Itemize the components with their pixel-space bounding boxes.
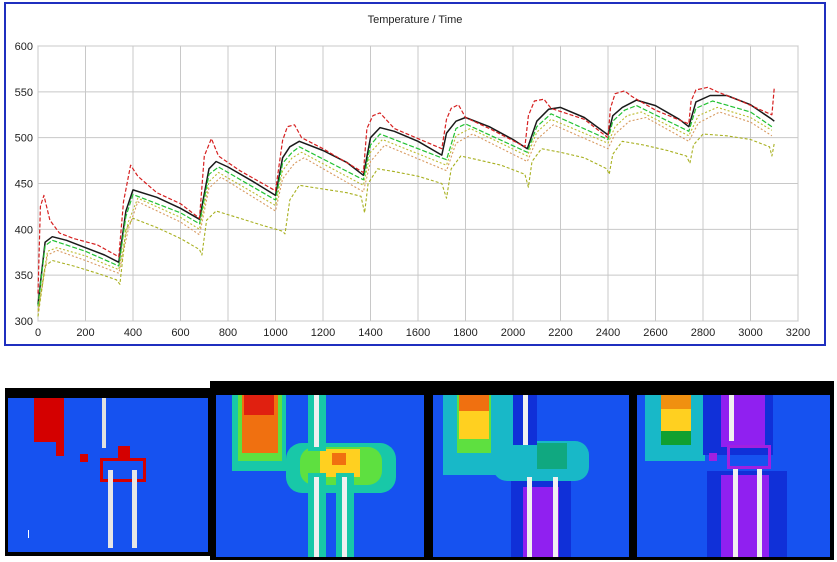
y-tick-label: 500 bbox=[15, 133, 33, 145]
x-tick-label: 0 bbox=[35, 327, 41, 339]
x-tick-label: 3000 bbox=[738, 327, 762, 339]
simulation-panel-1 bbox=[5, 388, 211, 556]
x-tick-label: 600 bbox=[171, 327, 189, 339]
series-line-3 bbox=[37, 100, 773, 307]
pin bbox=[523, 395, 528, 445]
x-tick-label: 1400 bbox=[358, 327, 382, 339]
x-tick-label: 2800 bbox=[691, 327, 715, 339]
x-tick-label: 400 bbox=[124, 327, 142, 339]
pin bbox=[342, 477, 347, 557]
series-line-4 bbox=[37, 106, 773, 311]
pin bbox=[108, 470, 113, 548]
pin bbox=[553, 477, 558, 557]
pin bbox=[102, 398, 106, 448]
heated-block bbox=[34, 398, 64, 442]
y-tick-label: 550 bbox=[15, 87, 33, 99]
pin bbox=[314, 477, 319, 557]
x-tick-label: 2600 bbox=[643, 327, 667, 339]
x-tick-label: 1200 bbox=[311, 327, 335, 339]
y-tick-label: 400 bbox=[15, 224, 33, 236]
pin bbox=[733, 469, 738, 557]
x-tick-label: 2000 bbox=[501, 327, 525, 339]
chart-title: Temperature / Time bbox=[368, 14, 463, 26]
x-tick-label: 2400 bbox=[596, 327, 620, 339]
simulation-panel-2 bbox=[210, 381, 428, 560]
simulation-panel-4 bbox=[632, 381, 834, 560]
temperature-time-chart: 0 200 400 600 800 1000 1200 1400 1600 1800 2000 220… bbox=[4, 2, 826, 346]
x-tick-label: 1600 bbox=[406, 327, 430, 339]
y-tick-label: 350 bbox=[15, 270, 33, 282]
chart-plot: 0 200 400 600 800 1000 1200 1400 1600 1800 2000 220… bbox=[15, 14, 811, 339]
series-line-1 bbox=[37, 94, 775, 305]
pin bbox=[314, 395, 319, 447]
pin bbox=[729, 395, 734, 441]
x-tick-label: 3200 bbox=[786, 327, 810, 339]
x-tick-label: 1800 bbox=[453, 327, 477, 339]
x-tick-label: 800 bbox=[219, 327, 237, 339]
y-tick-label: 450 bbox=[15, 179, 33, 191]
pin bbox=[527, 477, 532, 557]
x-tick-label: 2200 bbox=[548, 327, 572, 339]
y-tick-label: 600 bbox=[15, 41, 33, 53]
x-tick-label: 1000 bbox=[263, 327, 287, 339]
series-line-6 bbox=[37, 133, 775, 317]
pin bbox=[132, 470, 137, 548]
y-tick-label: 300 bbox=[15, 316, 33, 328]
x-tick-label: 200 bbox=[76, 327, 94, 339]
series-line-5 bbox=[37, 111, 773, 312]
pin bbox=[757, 469, 762, 557]
simulation-panel-3 bbox=[428, 381, 633, 560]
manifold bbox=[100, 458, 146, 482]
series-line-2 bbox=[37, 86, 775, 294]
